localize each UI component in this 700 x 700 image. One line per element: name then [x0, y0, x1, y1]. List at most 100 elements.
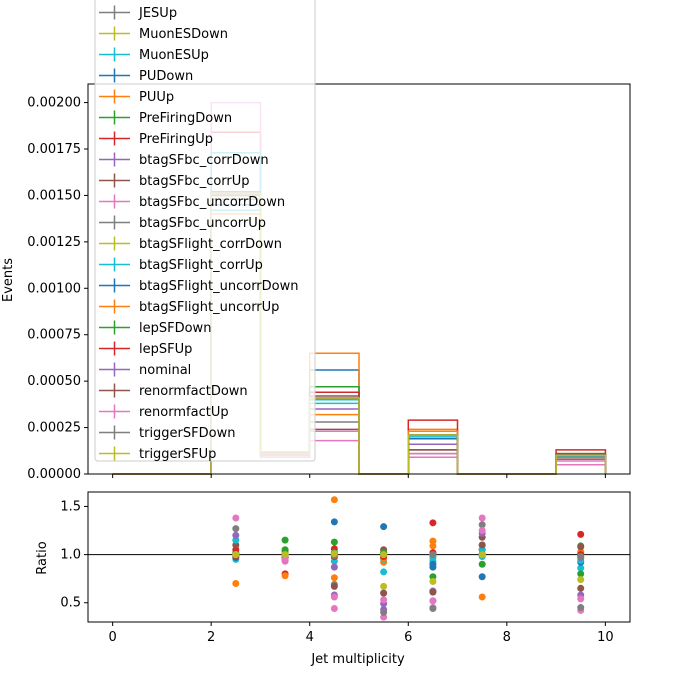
legend-item-MuonESUp: MuonESUp — [99, 47, 209, 63]
ratio-frame — [87, 491, 631, 623]
ratio-point-PUDown — [380, 523, 388, 531]
ratio-point-triggerSFUp — [577, 576, 585, 584]
legend-label: PreFiringUp — [139, 132, 213, 147]
x-tick-label: 4 — [306, 630, 314, 645]
ratio-point-triggerSFUp — [330, 550, 338, 558]
ratio-point-btagSFbc_uncorrDown — [330, 605, 338, 613]
x-tick-label: 2 — [207, 630, 215, 645]
legend-item-btagSFbc_corrDown: btagSFbc_corrDown — [99, 152, 269, 168]
legend-label: PUDown — [139, 69, 193, 84]
ratio-point-nominal — [232, 531, 240, 539]
ratio-point-nominal — [330, 563, 338, 571]
ratio-point-MuonESUp — [380, 568, 388, 576]
legend-label: renormfactDown — [139, 384, 248, 399]
ratio-points — [232, 496, 585, 621]
ratio-point-renormfactUp — [478, 527, 486, 535]
ratio-point-renormfactUp — [330, 593, 338, 601]
legend-item-btagSFbc_uncorrUp: btagSFbc_uncorrUp — [99, 215, 266, 231]
legend-label: btagSFbc_uncorrUp — [139, 216, 266, 231]
legend-item-MuonESDown: MuonESDown — [99, 26, 228, 42]
legend-label: PUUp — [139, 90, 174, 105]
legend-label: nominal — [139, 363, 191, 378]
legend-label: MuonESUp — [139, 48, 209, 63]
legend-item-btagSFbc_corrUp: btagSFbc_corrUp — [99, 173, 250, 189]
ratio-point-renormfactDown — [330, 582, 338, 590]
ratio-point-MuonESUp — [577, 564, 585, 572]
ratio-point-renormfactDown — [577, 584, 585, 592]
ratio-point-triggerSFUp — [478, 551, 486, 559]
ratio-point-PreFiringUp — [232, 546, 240, 554]
legend-item-btagSFlight_corrUp: btagSFlight_corrUp — [99, 257, 263, 273]
ratio-point-btagSFbc_corrUp — [232, 541, 240, 549]
ratio-y-tick-label: 0.5 — [60, 596, 81, 611]
legend-label: btagSFlight_uncorrUp — [139, 300, 279, 315]
ratio-point-btagSFbc_corrUp — [577, 543, 585, 551]
ratio-point-triggerSFUp — [232, 551, 240, 559]
legend-label: btagSFlight_corrDown — [139, 237, 282, 252]
ratio-point-PreFiringUp — [429, 519, 437, 527]
ratio-point-btagSFbc_uncorrUp — [429, 605, 437, 613]
legend-label: btagSFbc_corrUp — [139, 174, 250, 189]
legend-item-PUDown: PUDown — [99, 68, 193, 84]
histogram-y-tick-label: 0.00150 — [27, 188, 81, 203]
ratio-point-btagSFlight_uncorrUp — [281, 572, 289, 580]
ratio-point-PUUp — [478, 593, 486, 601]
ratio-point-renormfactUp — [380, 596, 388, 604]
histogram-axes: 0.00000 0.00025 0.00050 0.00075 0.00100 0.001… — [27, 83, 631, 482]
legend-item-JESUp: JESUp — [99, 5, 177, 21]
legend-item-lepSFDown: lepSFDown — [99, 320, 211, 336]
histogram-y-tick-label: 0.00025 — [27, 421, 81, 436]
ratio-point-btagSFbc_uncorrUp — [232, 525, 240, 533]
ratio-point-btagSFbc_uncorrDown — [478, 514, 486, 522]
legend-item-PreFiringDown: PreFiringDown — [99, 110, 232, 126]
ratio-point-btagSFbc_uncorrUp — [577, 604, 585, 612]
histogram-y-tick-label: 0.00000 — [27, 467, 81, 482]
legend-item-btagSFbc_uncorrDown: btagSFbc_uncorrDown — [99, 194, 285, 210]
legend-label: lepSFDown — [139, 321, 211, 336]
ratio-point-btagSFlight_uncorrUp — [330, 574, 338, 582]
legend-item-triggerSFUp: triggerSFUp — [99, 446, 216, 462]
histogram-frame — [87, 83, 631, 475]
ratio-point-PUDown — [330, 518, 338, 526]
ratio-point-btagSFbc_uncorrUp — [478, 521, 486, 529]
legend-item-PreFiringUp: PreFiringUp — [99, 131, 213, 147]
legend-item-lepSFUp: lepSFUp — [99, 341, 192, 357]
ratio-point-btagSFbc_uncorrDown — [232, 514, 240, 522]
ratio-point-renormfactUp — [429, 597, 437, 605]
histogram-y-tick-label: 0.00100 — [27, 281, 81, 296]
ratio-point-triggerSFUp — [429, 578, 437, 586]
ratio-point-renormfactUp — [577, 595, 585, 603]
ratio-y-axis-label: Ratio — [35, 541, 50, 574]
ratio-point-MuonESDown — [380, 582, 388, 590]
ratio-y-tick-label: 1.5 — [60, 499, 81, 514]
legend-label: btagSFlight_uncorrDown — [139, 279, 299, 294]
ratio-point-triggerSFDown — [577, 553, 585, 561]
legend-item-triggerSFDown: triggerSFDown — [99, 425, 235, 441]
ratio-point-btagSFlight_corrUp — [232, 536, 240, 544]
ratio-point-btagSFlight_corrUp — [478, 546, 486, 554]
legend-item-btagSFlight_uncorrUp: btagSFlight_uncorrUp — [99, 299, 279, 315]
legend-item-PUUp: PUUp — [99, 89, 174, 105]
ratio-point-renormfactUp — [281, 555, 289, 563]
legend-label: btagSFbc_uncorrDown — [139, 195, 285, 210]
ratio-axes: 0.5 1.0 1.5 0 2 4 6 8 10 — [60, 491, 631, 645]
ratio-point-btagSFbc_uncorrDown — [380, 613, 388, 621]
ratio-point-PreFiringDown — [478, 560, 486, 568]
x-tick-label: 8 — [503, 630, 511, 645]
legend-label: PreFiringDown — [139, 111, 232, 126]
ratio-point-triggerSFUp — [281, 551, 289, 559]
legend-box — [94, 0, 316, 462]
ratio-point-lepSFDown — [429, 573, 437, 581]
legend-label: triggerSFUp — [139, 447, 216, 462]
ratio-point-PreFiringUp — [577, 530, 585, 538]
histogram-y-tick-label: 0.00050 — [27, 374, 81, 389]
ratio-point-triggerSFUp — [380, 551, 388, 559]
legend-label: btagSFbc_corrDown — [139, 153, 269, 168]
legend-item-btagSFlight_uncorrDown: btagSFlight_uncorrDown — [99, 278, 299, 294]
histogram-y-tick-label: 0.00175 — [27, 142, 81, 157]
ratio-point-PUDown — [478, 573, 486, 581]
histogram-y-tick-label: 0.00125 — [27, 235, 81, 250]
ratio-point-PUUp — [330, 496, 338, 504]
ratio-point-lepSFDown — [577, 570, 585, 578]
